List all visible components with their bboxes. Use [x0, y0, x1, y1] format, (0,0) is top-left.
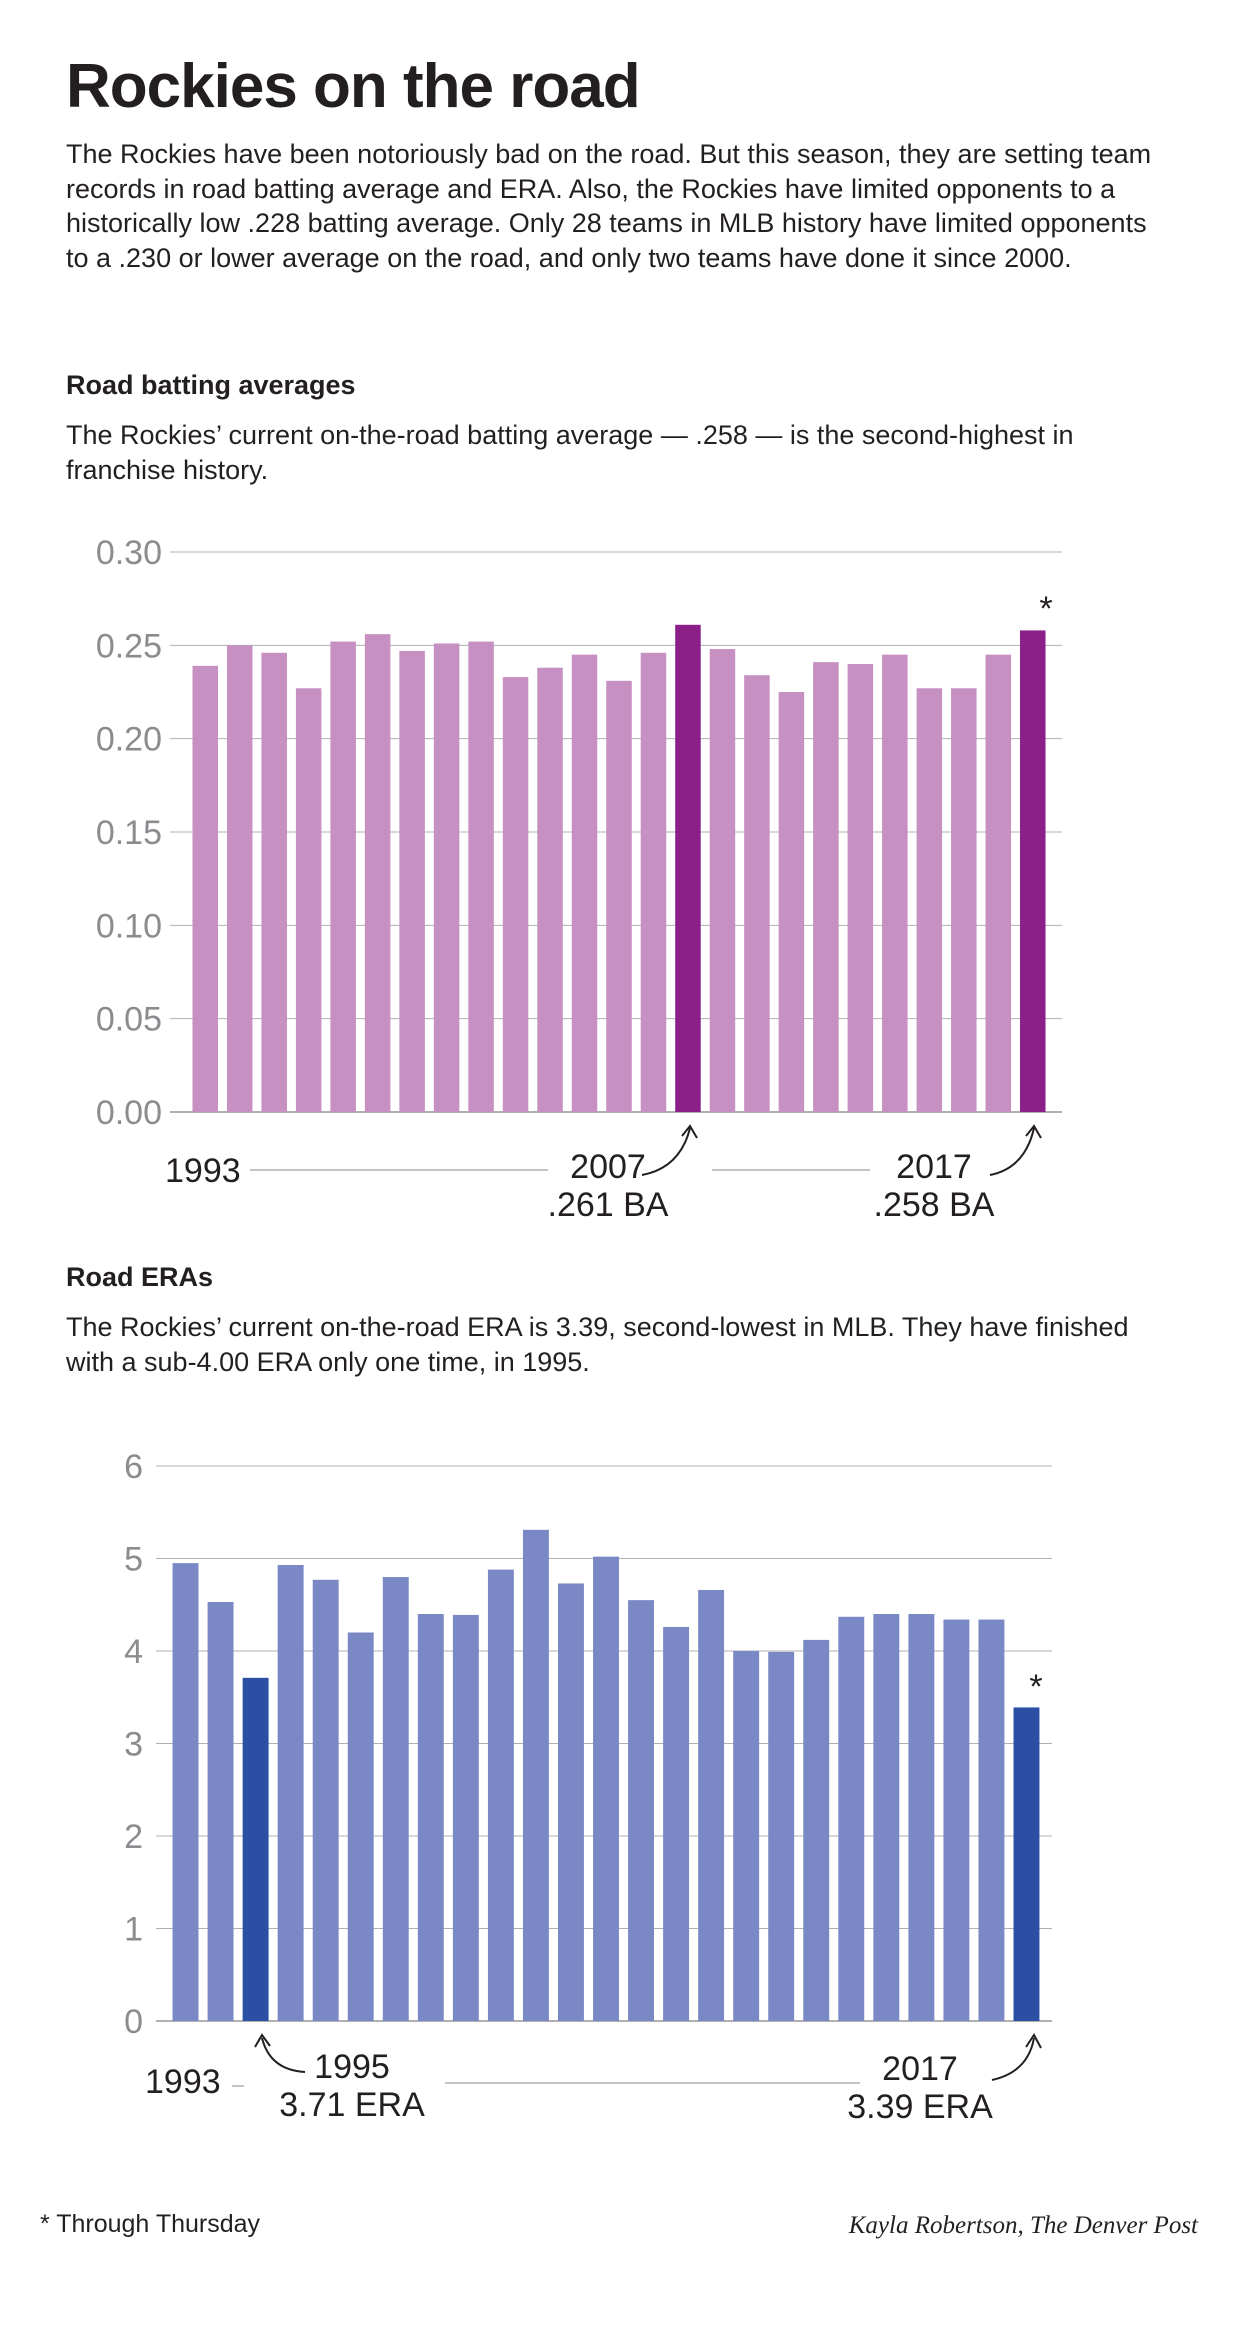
intro-text: The Rockies have been notoriously bad on…	[66, 139, 1152, 273]
era-1995-arrowhead	[254, 2033, 271, 2048]
ba-2017-year-label: 2017	[896, 1148, 972, 1186]
era-y-tick-labels: 0 1 2 3 4 5 6	[124, 1448, 143, 2041]
ba-bar-2010	[778, 692, 805, 1112]
era-bar-2004	[557, 1583, 584, 2021]
era-section-title: Road ERAs	[66, 1262, 214, 1292]
ba-bar-2006	[640, 652, 667, 1112]
era-bar-1996	[277, 1564, 304, 2021]
era-2017-value-label: 3.39 ERA	[847, 2088, 993, 2126]
ba-bar-1993	[192, 665, 218, 1112]
era-bar-2003	[522, 1529, 549, 2021]
ba-asterisk: *	[1039, 590, 1052, 628]
ba-bar-2000	[433, 643, 460, 1112]
era-y-tick-label: 1	[124, 1911, 143, 1949]
page-title: Rockies on the road	[66, 52, 641, 121]
ba-bars	[192, 624, 1046, 1112]
era-bar-2005	[593, 1556, 619, 2021]
ba-section-title: Road batting averages	[66, 370, 356, 400]
ba-bar-2007	[675, 624, 701, 1112]
ba-bar-chart: 0.00 0.05 0.10 0.15 0.20 0.25 0.30 * 1993 2007…	[96, 534, 1062, 1224]
ba-y-tick-label: 0.10	[96, 907, 162, 945]
era-bar-2008	[698, 1589, 725, 2021]
ba-bar-2003	[537, 667, 563, 1112]
ba-bar-2001	[468, 641, 494, 1112]
ba-bar-2009	[744, 675, 770, 1112]
era-asterisk: *	[1029, 1668, 1042, 1706]
era-bar-2011	[803, 1639, 830, 2021]
footnote: * Through Thursday	[40, 2210, 261, 2238]
era-bar-2002	[487, 1569, 514, 2021]
era-bar-2015	[943, 1619, 970, 2021]
ba-bar-2011	[813, 662, 839, 1112]
ba-2007-value-label: .261 BA	[548, 1186, 669, 1224]
ba-bar-2004	[571, 654, 598, 1112]
era-bar-1994	[207, 1601, 234, 2021]
era-bar-2013	[873, 1614, 900, 2021]
era-bar-2009	[733, 1651, 760, 2021]
era-y-tick-label: 3	[124, 1726, 143, 1764]
ba-y-tick-labels: 0.00 0.05 0.10 0.15 0.20 0.25 0.30	[96, 534, 162, 1132]
era-start-year-label: 1993	[145, 2063, 221, 2101]
ba-y-tick-label: 0.30	[96, 534, 162, 572]
era-bar-2010	[768, 1651, 795, 2021]
ba-2017-value-label: .258 BA	[874, 1186, 995, 1224]
era-1995-arrow	[261, 2037, 306, 2073]
ba-section-description: The Rockies’ current on-the-road batting…	[66, 420, 1074, 485]
era-2017-arrow	[991, 2037, 1035, 2081]
era-bar-2017	[1013, 1707, 1040, 2021]
era-bar-1997	[312, 1579, 339, 2021]
era-bar-2014	[908, 1614, 935, 2021]
era-1995-value-label: 3.71 ERA	[279, 2086, 425, 2124]
era-y-tick-label: 6	[124, 1448, 143, 1486]
ba-start-year-label: 1993	[165, 1152, 241, 1190]
era-y-tick-label: 4	[124, 1633, 143, 1671]
ba-2017-arrow	[989, 1127, 1035, 1176]
ba-2007-arrowhead	[681, 1124, 698, 1139]
ba-bar-2016	[985, 654, 1012, 1112]
ba-2007-arrow	[641, 1127, 691, 1176]
ba-bar-2013	[882, 654, 908, 1112]
era-bars	[172, 1529, 1040, 2021]
era-2017-arrowhead	[1025, 2033, 1042, 2049]
ba-y-tick-label: 0.20	[96, 721, 162, 759]
era-y-tick-label: 0	[124, 2003, 143, 2041]
ba-bar-2002	[502, 677, 529, 1112]
ba-bar-2005	[606, 680, 632, 1112]
ba-bar-2015	[951, 688, 977, 1112]
era-y-tick-label: 5	[124, 1541, 143, 1579]
ba-y-tick-label: 0.05	[96, 1001, 162, 1039]
ba-y-tick-label: 0.25	[96, 627, 162, 665]
era-y-tick-label: 2	[124, 1818, 143, 1856]
era-2017-year-label: 2017	[882, 2050, 958, 2088]
era-bar-1995	[242, 1677, 269, 2021]
ba-bar-1997	[330, 641, 356, 1112]
ba-bar-1999	[399, 650, 425, 1112]
era-bar-1998	[347, 1632, 374, 2021]
era-bar-chart: 0 1 2 3 4 5 6 * 1993 1995 3.71 ERA 2017 3.39 E…	[124, 1448, 1052, 2126]
ba-2017-arrowhead	[1025, 1124, 1042, 1139]
era-section-description: The Rockies’ current on-the-road ERA is …	[66, 1312, 1129, 1377]
ba-y-tick-label: 0.00	[96, 1094, 162, 1132]
ba-bar-2017	[1020, 630, 1046, 1112]
era-bar-2012	[838, 1616, 865, 2021]
era-bar-1993	[172, 1563, 199, 2021]
ba-bar-2012	[847, 664, 874, 1112]
era-1995-year-label: 1995	[314, 2048, 390, 2086]
era-bar-2006	[628, 1600, 655, 2021]
ba-bar-1994	[226, 645, 253, 1112]
ba-2007-year-label: 2007	[570, 1148, 646, 1186]
era-bar-2000	[417, 1614, 444, 2021]
ba-bar-2008	[709, 649, 736, 1112]
credit: Kayla Robertson, The Denver Post	[848, 2212, 1198, 2239]
era-bar-1999	[382, 1577, 409, 2021]
ba-bar-1996	[295, 688, 322, 1112]
era-bar-2007	[663, 1626, 690, 2021]
era-bar-2016	[978, 1619, 1005, 2021]
ba-bar-1998	[364, 634, 391, 1112]
ba-bar-1995	[261, 652, 287, 1112]
ba-y-tick-label: 0.15	[96, 814, 162, 852]
ba-bar-2014	[916, 688, 943, 1112]
era-bar-2001	[452, 1614, 479, 2021]
